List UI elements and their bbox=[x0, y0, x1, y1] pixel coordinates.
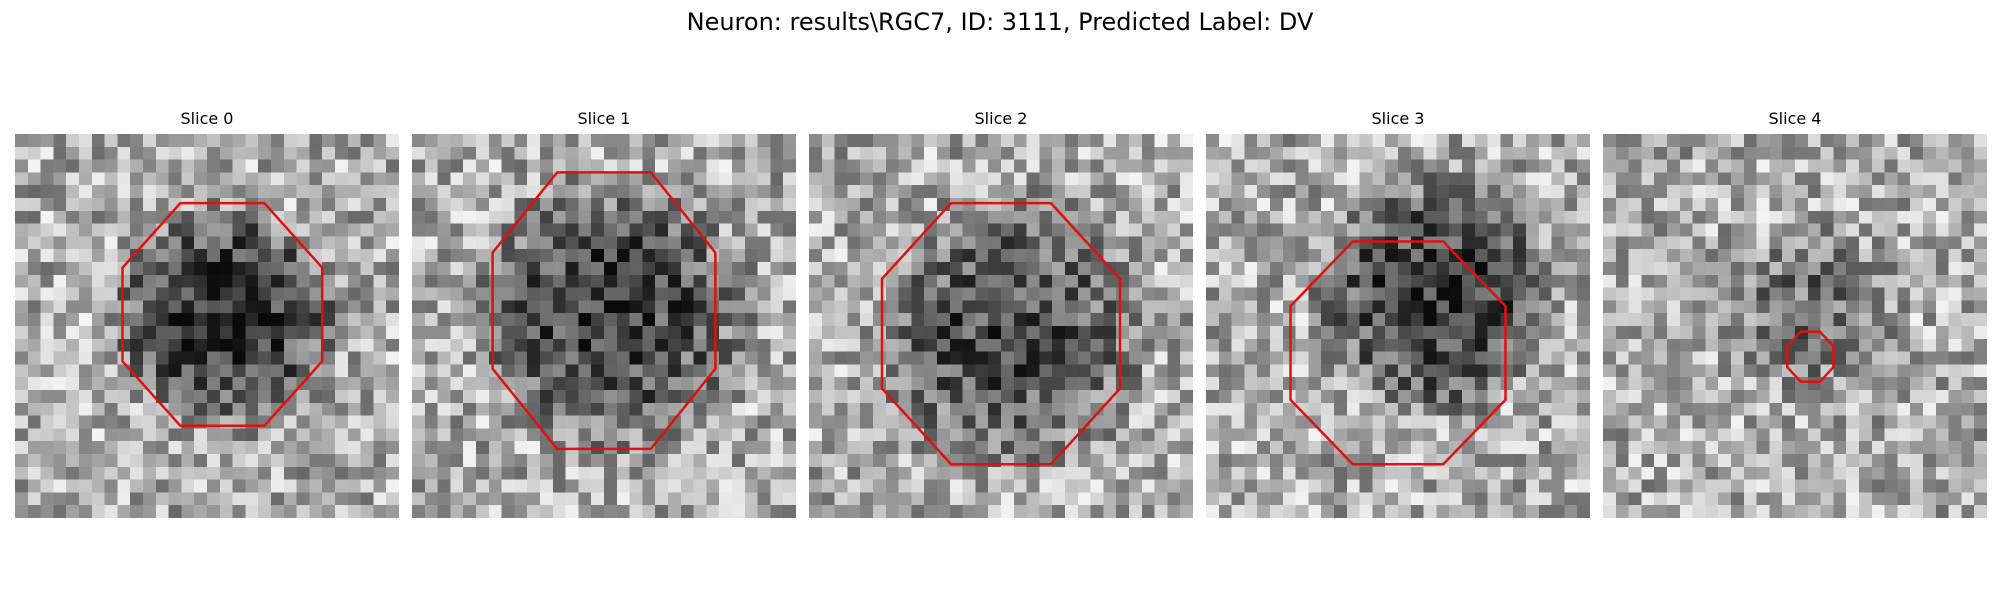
slice-title: Slice 3 bbox=[1371, 109, 1425, 128]
roi-contour-overlay bbox=[1289, 240, 1507, 466]
slice-image bbox=[809, 134, 1193, 518]
roi-contour bbox=[880, 201, 1122, 466]
slice-title: Slice 1 bbox=[577, 109, 631, 128]
roi-contour bbox=[1289, 240, 1507, 466]
figure-title: Neuron: results\RGC7, ID: 3111, Predicte… bbox=[686, 8, 1314, 36]
roi-contour bbox=[121, 201, 324, 428]
roi-contour-overlay bbox=[880, 201, 1122, 466]
roi-contour bbox=[1786, 330, 1835, 383]
slice-image bbox=[1603, 134, 1987, 518]
roi-contour-overlay bbox=[491, 171, 717, 451]
slice-panel-0: Slice 0 bbox=[15, 108, 399, 520]
roi-contour-overlay bbox=[121, 201, 324, 428]
slice-image bbox=[412, 134, 796, 518]
slice-title: Slice 2 bbox=[974, 109, 1028, 128]
slice-panel-1: Slice 1 bbox=[412, 108, 796, 520]
slice-panel-2: Slice 2 bbox=[809, 108, 1193, 520]
roi-contour bbox=[491, 171, 717, 451]
slice-panel-3: Slice 3 bbox=[1206, 108, 1590, 520]
slice-title: Slice 0 bbox=[180, 109, 234, 128]
roi-contour-overlay bbox=[1786, 330, 1835, 383]
slice-image bbox=[1206, 134, 1590, 518]
slice-panel-4: Slice 4 bbox=[1603, 108, 1987, 520]
slice-image bbox=[15, 134, 399, 518]
slice-title: Slice 4 bbox=[1768, 109, 1822, 128]
